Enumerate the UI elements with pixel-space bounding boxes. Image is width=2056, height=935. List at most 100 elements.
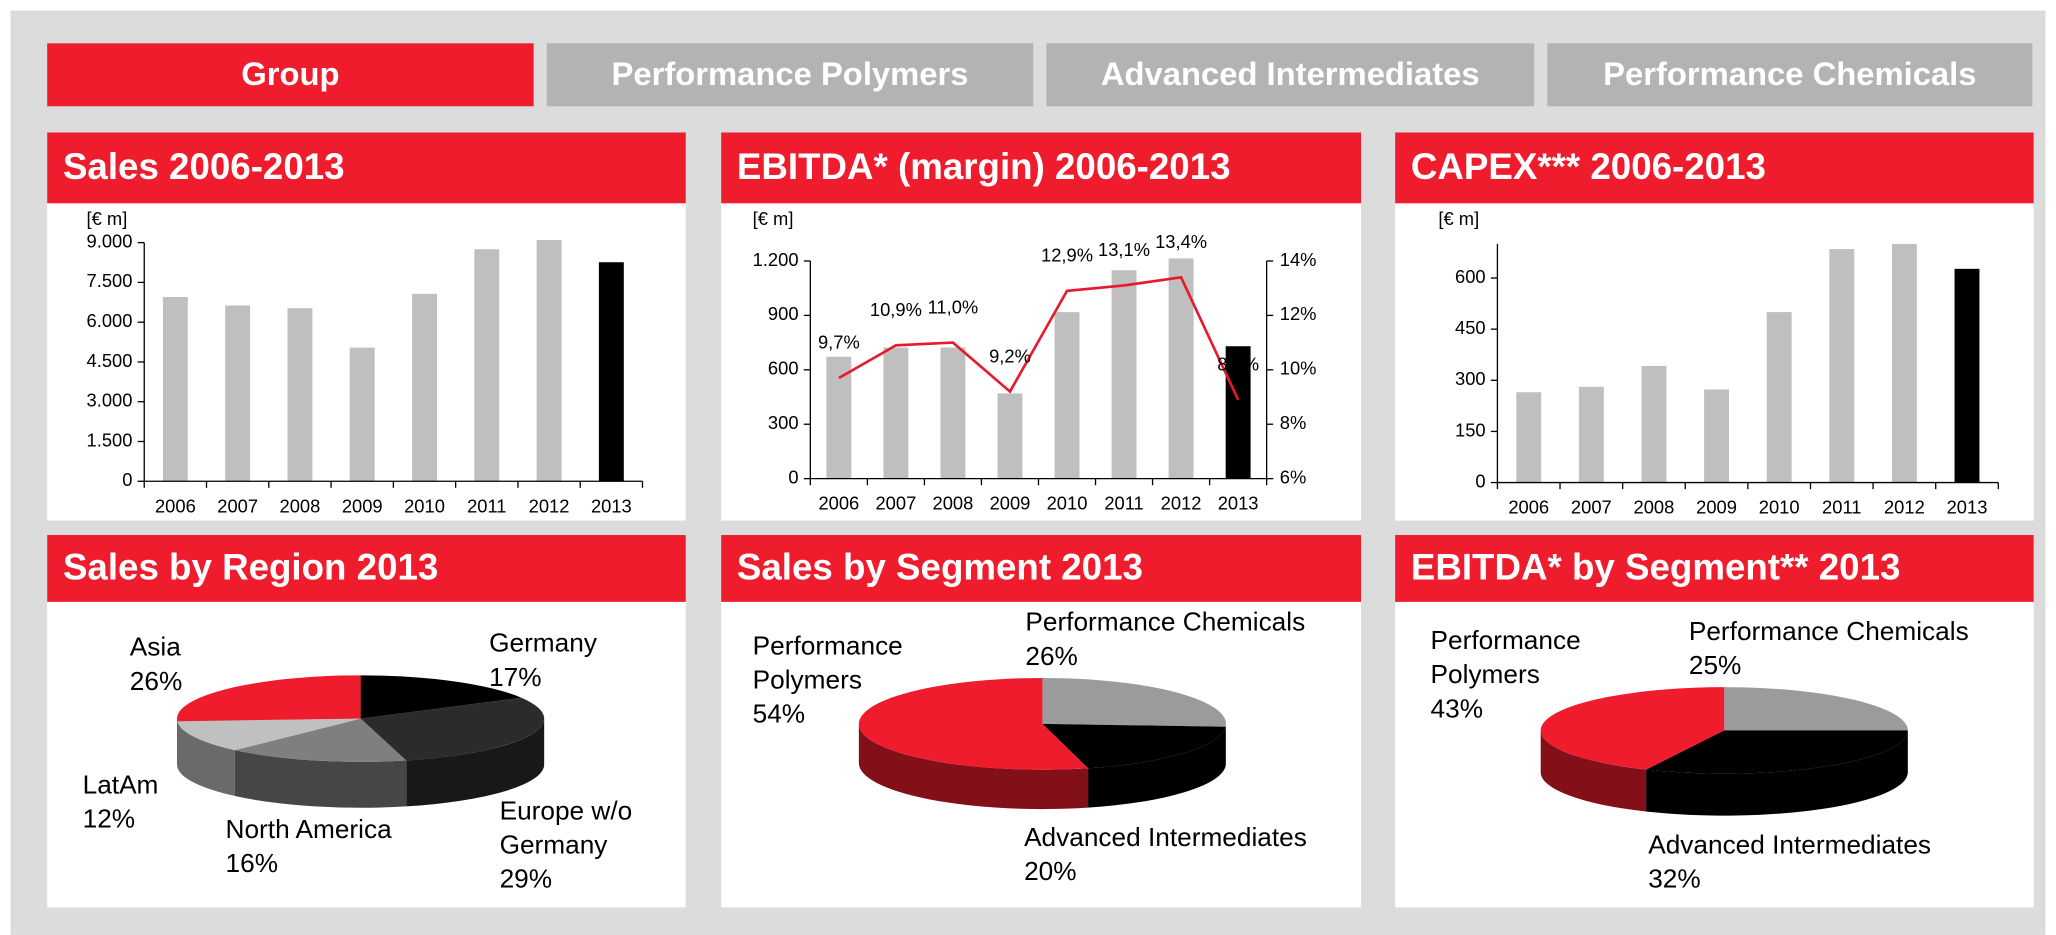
bar: [826, 356, 852, 479]
pie-label-value: 17%: [489, 663, 542, 693]
pie-label-value: 25%: [1688, 651, 1742, 681]
bar: [1054, 312, 1080, 479]
y-tick-label: 600: [1455, 266, 1486, 287]
pie-label-value: 26%: [129, 667, 183, 697]
pie-side: [1540, 730, 1647, 812]
pie-label: Europe w/o Germany 29%: [499, 797, 633, 895]
pie-slice: [177, 675, 361, 722]
y-tick-label: 300: [1455, 368, 1486, 389]
pie-label-value: 29%: [499, 865, 553, 895]
pie-side: [1646, 730, 1908, 816]
tab-label[interactable]: Advanced Intermediates: [1101, 55, 1480, 92]
pie-label-name: Performance Polymers: [1430, 626, 1581, 690]
tab-label[interactable]: Group: [241, 55, 339, 92]
x-tick-label: 2009: [1696, 497, 1737, 518]
y-tick-label: 1.500: [87, 429, 133, 450]
x-tick-label: 2008: [933, 493, 974, 514]
pie-label: Performance Polymers 54%: [753, 632, 903, 729]
y-axis-unit: [€ m]: [753, 208, 794, 229]
tab[interactable]: Group: [47, 43, 534, 107]
bar: [598, 262, 624, 482]
margin-line: [838, 275, 1240, 401]
bar: [1516, 392, 1542, 483]
pie-label: Germany 17%: [489, 629, 597, 693]
x-tick-label: 2007: [875, 493, 916, 514]
pie-label-value: 20%: [1024, 857, 1077, 887]
x-tick-label: 2008: [280, 495, 321, 516]
tab-background[interactable]: [1046, 43, 1535, 107]
bar: [997, 393, 1023, 479]
tab-label[interactable]: Performance Polymers: [612, 55, 969, 92]
x-tick-label: 2012: [1884, 497, 1925, 518]
pie-label-name: Europe w/o Germany: [499, 797, 633, 861]
pie-slice: [360, 697, 545, 761]
y2-tick-label: 10%: [1280, 358, 1317, 379]
x-tick-label: 2010: [404, 495, 445, 516]
pie-label: North America 16%: [225, 816, 392, 879]
tab[interactable]: Performance Chemicals: [1547, 43, 2033, 107]
y2-tick-label: 14%: [1280, 249, 1317, 270]
x-tick-label: 2010: [1759, 497, 1800, 518]
pie-slice: [1042, 677, 1226, 727]
pie-label-name: Asia: [129, 633, 181, 663]
tab-background[interactable]: [47, 43, 534, 107]
pie-label-name: Performance Chemicals: [1688, 617, 1969, 647]
pie-label: Performance Polymers 43%: [1430, 626, 1581, 724]
tab[interactable]: Performance Polymers: [546, 43, 1034, 107]
panel-header: [47, 132, 686, 204]
bar: [1954, 268, 1980, 483]
panel-header: [721, 535, 1362, 602]
panel-title: Sales by Segment 2013: [737, 546, 1143, 587]
tab[interactable]: Advanced Intermediates: [1046, 43, 1535, 107]
pie-label-name: Advanced Intermediates: [1648, 831, 1932, 861]
bar: [883, 347, 909, 479]
tab-background[interactable]: [546, 43, 1034, 107]
bar: [225, 305, 251, 482]
pie-slice: [1646, 730, 1908, 774]
panel-title: CAPEX*** 2006-2013: [1411, 146, 1766, 187]
bar: [349, 347, 375, 482]
tab-background[interactable]: [1547, 43, 2033, 107]
pie-label-value: 12%: [82, 805, 136, 834]
y-tick-label: 0: [788, 466, 798, 487]
panel-title: EBITDA* by Segment** 2013: [1411, 546, 1901, 587]
pie-label-name: Germany: [489, 629, 597, 659]
y-axis-unit: [€ m]: [87, 208, 128, 229]
pie-label-value: 26%: [1025, 642, 1078, 672]
panel-header: [47, 535, 686, 602]
bar: [1641, 365, 1667, 483]
x-tick-label: 2008: [1634, 497, 1675, 518]
x-tick-label: 2012: [529, 495, 570, 516]
panel-title: Sales 2006-2013: [63, 146, 345, 187]
pie-label: LatAm 12%: [82, 771, 159, 834]
pie-slice: [1540, 687, 1725, 770]
bar: [162, 296, 188, 482]
pie-label-name: Performance Chemicals: [1025, 608, 1306, 638]
y-tick-label: 4.500: [87, 350, 133, 371]
bar: [474, 249, 500, 482]
pie-side: [858, 723, 1089, 810]
y-tick-label: 450: [1455, 317, 1486, 338]
y-tick-label: 7.500: [87, 270, 133, 291]
x-tick-label: 2011: [1104, 493, 1143, 514]
x-tick-label: 2010: [1047, 493, 1088, 514]
x-tick-label: 2009: [342, 495, 383, 516]
pie-label-value: 16%: [225, 849, 279, 879]
bar: [940, 347, 966, 479]
pie-side: [1088, 726, 1226, 808]
bar: [536, 239, 562, 482]
panel-title: Sales by Region 2013: [63, 546, 438, 587]
panel-title: EBITDA* (margin) 2006-2013: [737, 146, 1231, 187]
pie-label: Advanced Intermediates 20%: [1024, 823, 1307, 887]
tab-label[interactable]: Performance Chemicals: [1603, 55, 1976, 92]
bar: [1168, 258, 1194, 479]
pie-slice: [1042, 723, 1226, 769]
x-tick-label: 2011: [1822, 497, 1861, 518]
pie-label: Advanced Intermediates 32%: [1648, 831, 1932, 894]
x-tick-label: 2011: [467, 495, 506, 516]
y-tick-label: 0: [1475, 470, 1485, 491]
panel-header: [721, 132, 1362, 204]
bar: [287, 308, 313, 482]
